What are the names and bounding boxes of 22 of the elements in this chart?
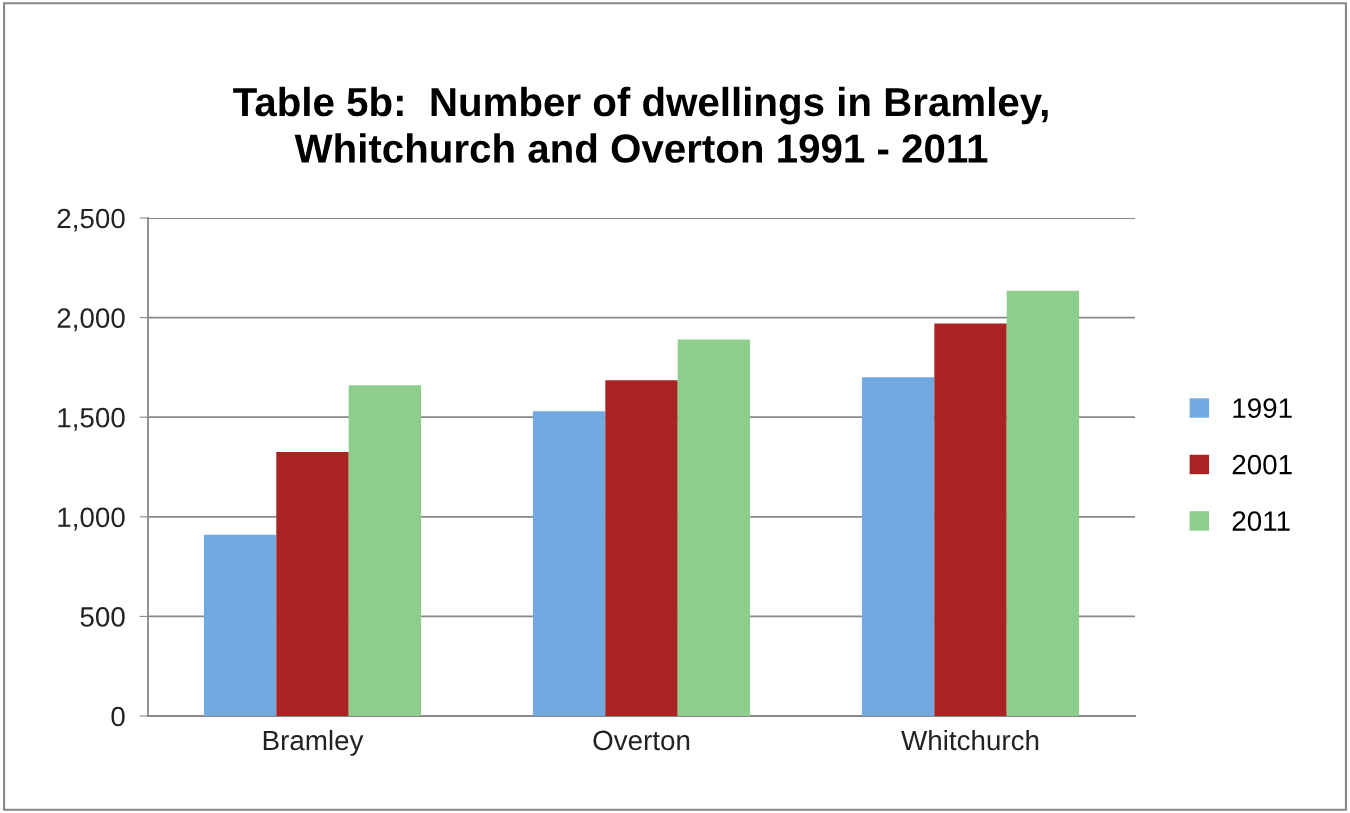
legend-label: 2011 bbox=[1232, 511, 1290, 531]
bar bbox=[276, 452, 349, 716]
bar bbox=[677, 339, 751, 716]
legend-label: 1991 bbox=[1233, 398, 1292, 419]
bar bbox=[1006, 290, 1080, 716]
bar bbox=[934, 323, 1007, 716]
x-tick-label: Whitchurch bbox=[901, 729, 1039, 751]
bar bbox=[861, 377, 935, 716]
bar bbox=[532, 411, 606, 716]
bar bbox=[605, 380, 678, 716]
bar bbox=[348, 385, 422, 716]
y-tick-label: 0 bbox=[111, 706, 125, 727]
y-tick-label: 1,000 bbox=[58, 507, 125, 531]
y-tick-label: 2,500 bbox=[57, 208, 125, 232]
chart-title: Table 5b: Number of dwellings in Bramley, Whitchurch and Overton 1991 - 2011 bbox=[233, 86, 1048, 163]
bar bbox=[203, 534, 277, 716]
legend-label: 2001 bbox=[1232, 454, 1292, 475]
y-tick-label: 500 bbox=[80, 607, 125, 627]
x-tick-label: Bramley bbox=[263, 729, 364, 756]
y-tick-label: 2,000 bbox=[57, 308, 125, 332]
y-tick-label: 1,500 bbox=[58, 407, 125, 431]
x-tick-label: Overton bbox=[593, 730, 690, 751]
